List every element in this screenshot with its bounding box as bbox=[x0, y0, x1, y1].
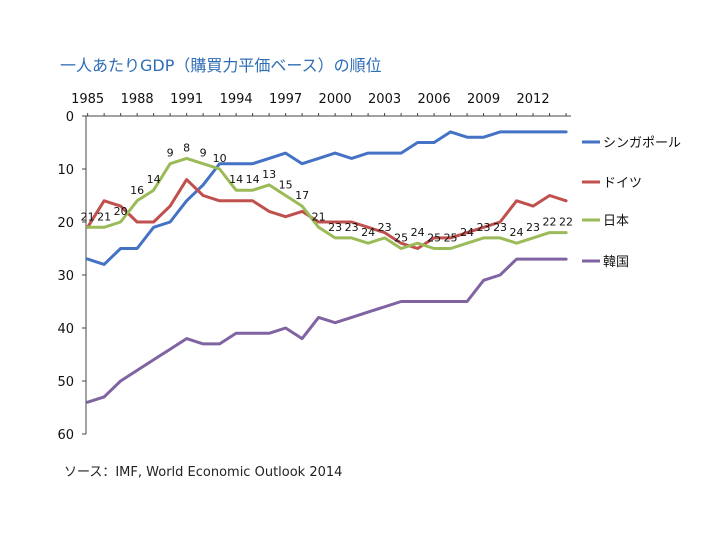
data-label: 22 bbox=[543, 216, 557, 229]
series-line-japan bbox=[86, 156, 568, 250]
legend-korea-label: 韓国 bbox=[603, 255, 629, 270]
data-label: 22 bbox=[559, 216, 573, 229]
data-label: 15 bbox=[279, 179, 293, 192]
x-tick-label: 1991 bbox=[170, 92, 203, 107]
data-label: 21 bbox=[97, 210, 111, 223]
data-label: 8 bbox=[183, 141, 190, 154]
data-label: 24 bbox=[411, 226, 425, 239]
data-label: 21 bbox=[312, 210, 326, 223]
x-tick-label: 1994 bbox=[220, 92, 253, 107]
legend-japan-label: 日本 bbox=[603, 214, 629, 229]
data-label: 23 bbox=[345, 221, 359, 234]
x-tick-label: 2009 bbox=[467, 92, 500, 107]
data-label: 25 bbox=[427, 232, 441, 245]
data-label: 23 bbox=[526, 221, 540, 234]
data-label: 25 bbox=[394, 232, 408, 245]
data-label: 13 bbox=[262, 168, 276, 181]
series-line-korea bbox=[86, 257, 568, 404]
data-label: 16 bbox=[130, 184, 144, 197]
data-label: 25 bbox=[444, 232, 458, 245]
data-label: 9 bbox=[200, 147, 207, 160]
data-label: 14 bbox=[229, 173, 243, 186]
data-label: 20 bbox=[114, 205, 128, 218]
x-tick-label: 2003 bbox=[368, 92, 401, 107]
x-tick-label: 1985 bbox=[71, 92, 104, 107]
data-label: 23 bbox=[378, 221, 392, 234]
x-tick-label: 2006 bbox=[418, 92, 451, 107]
data-label: 14 bbox=[147, 173, 161, 186]
y-tick-label: 0 bbox=[66, 110, 74, 125]
x-tick-label: 1988 bbox=[121, 92, 154, 107]
data-label: 10 bbox=[213, 152, 227, 165]
x-tick-label: 1997 bbox=[269, 92, 302, 107]
y-tick-label: 10 bbox=[57, 163, 74, 178]
x-tick-label: 2012 bbox=[517, 92, 550, 107]
x-tick-label: 2000 bbox=[319, 92, 352, 107]
data-label: 21 bbox=[81, 210, 95, 223]
data-label: 14 bbox=[246, 173, 260, 186]
y-tick-label: 20 bbox=[57, 216, 74, 231]
data-label: 23 bbox=[328, 221, 342, 234]
data-label: 24 bbox=[510, 226, 524, 239]
y-tick-label: 40 bbox=[57, 322, 74, 337]
data-label: 9 bbox=[167, 147, 174, 160]
data-label: 24 bbox=[460, 226, 474, 239]
data-label: 24 bbox=[361, 226, 375, 239]
source-note: ソース：IMF, World Economic Outlook 2014 bbox=[64, 465, 343, 480]
series-line-germany bbox=[86, 178, 568, 250]
legend-germany-label: ドイツ bbox=[603, 176, 642, 191]
data-label: 23 bbox=[493, 221, 507, 234]
data-label: 17 bbox=[295, 189, 309, 202]
y-tick-label: 30 bbox=[57, 269, 74, 284]
legend-singapore-label: シンガポール bbox=[603, 136, 681, 151]
y-tick-label: 60 bbox=[57, 428, 74, 443]
chart-title: 一人あたりGDP（購買力平価ベース）の順位 bbox=[60, 56, 382, 75]
series-line-singapore bbox=[86, 130, 568, 266]
data-label: 23 bbox=[477, 221, 491, 234]
y-tick-label: 50 bbox=[57, 375, 74, 390]
